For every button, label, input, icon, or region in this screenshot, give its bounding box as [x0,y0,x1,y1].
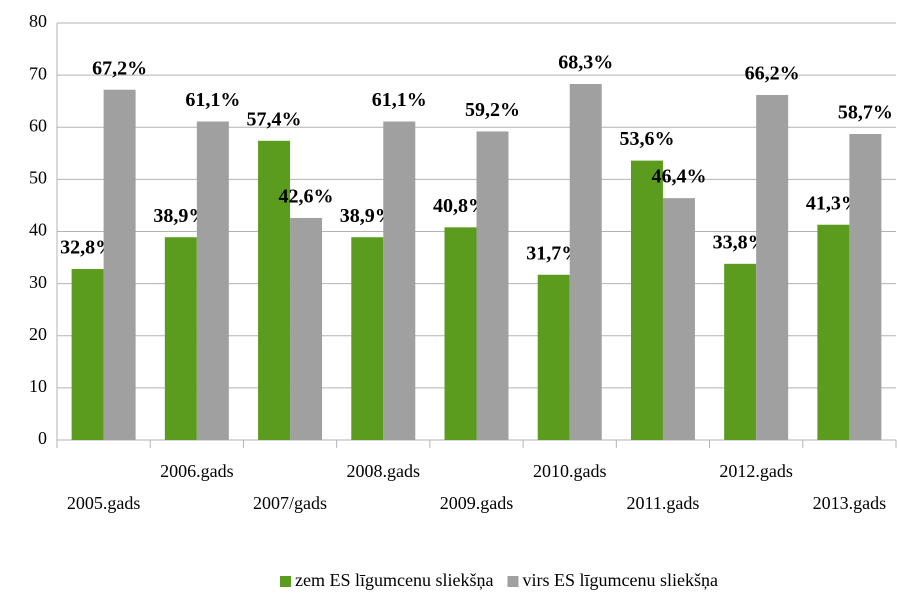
bar [756,94,789,441]
x-tick-label: 2012.gads [719,461,793,481]
value-label: 32,8% [60,237,115,259]
bar [817,224,850,440]
bar [164,237,197,440]
value-label: 58,7% [838,102,893,124]
x-tick-label: 2013.gads [813,493,887,513]
y-tick-label: 80 [29,11,47,31]
y-tick-label: 20 [29,324,47,344]
value-label: 67,2% [92,57,147,79]
value-label: 38,9% [340,205,395,227]
legend-label: zem ES līgumcenu sliekšņa [295,570,493,590]
bar [444,227,477,440]
value-label: 46,4% [651,166,706,188]
bar [724,263,757,440]
value-label: 40,8% [433,195,488,217]
y-tick-label: 50 [29,168,47,188]
y-tick-label: 10 [29,376,47,396]
x-tick-label: 2007/gads [253,493,327,513]
value-label: 53,6% [619,128,674,150]
value-label: 61,1% [372,89,427,111]
bar [476,131,509,441]
y-tick-label: 30 [29,272,47,292]
y-tick-label: 60 [29,115,47,135]
y-tick-label: 0 [38,428,47,448]
bar [569,83,602,440]
value-label: 33,8% [713,231,768,253]
bar [849,134,882,440]
x-tick-label: 2011.gads [627,493,700,513]
bar [258,140,291,441]
value-label: 59,2% [465,99,520,121]
bar [662,198,695,440]
bar [71,269,104,440]
value-label: 31,7% [526,242,581,264]
x-tick-label: 2005.gads [67,493,141,513]
x-tick-label: 2006.gads [160,461,234,481]
x-tick-label: 2010.gads [533,461,607,481]
y-tick-label: 40 [29,220,47,240]
value-label: 41,3% [806,192,861,214]
bar [383,121,416,441]
bar [351,237,384,440]
legend-label: virs ES līgumcenu sliekšņa [522,570,717,590]
bar [537,274,570,440]
value-label: 68,3% [558,52,613,74]
value-label: 61,1% [185,89,240,111]
x-tick-label: 2008.gads [347,461,421,481]
value-label: 57,4% [247,108,302,130]
bar [630,160,663,441]
legend-swatch [507,576,519,587]
bar [196,121,229,441]
bar [103,89,136,440]
x-tick-label: 2009.gads [440,493,514,513]
legend-swatch [280,576,291,587]
y-tick-label: 70 [29,63,47,83]
value-label: 38,9% [153,205,208,227]
bar [290,217,323,440]
value-label: 66,2% [745,63,800,85]
value-label: 42,6% [279,186,334,208]
